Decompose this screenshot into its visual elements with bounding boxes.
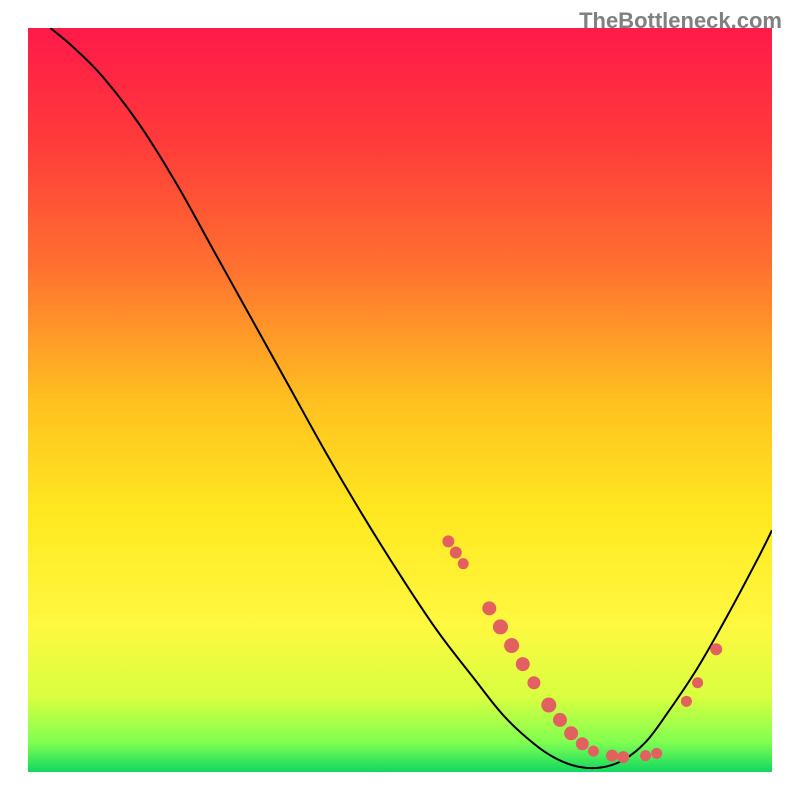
- data-marker: [493, 619, 508, 634]
- data-marker: [482, 601, 496, 615]
- data-marker: [640, 750, 651, 761]
- data-marker: [651, 748, 662, 759]
- data-marker: [710, 643, 722, 655]
- data-marker: [527, 676, 540, 689]
- data-marker: [450, 547, 462, 559]
- chart-container: TheBottleneck.com: [0, 0, 800, 800]
- data-marker: [576, 737, 589, 750]
- data-marker: [553, 713, 567, 727]
- chart-background: [28, 28, 772, 772]
- gradient-background: [28, 28, 772, 772]
- data-marker: [606, 750, 618, 762]
- data-marker: [458, 558, 469, 569]
- data-marker: [504, 638, 519, 653]
- data-marker: [692, 677, 703, 688]
- data-marker: [681, 696, 692, 707]
- data-marker: [617, 751, 629, 763]
- data-marker: [516, 657, 530, 671]
- data-marker: [541, 698, 556, 713]
- bottleneck-chart: [28, 28, 772, 772]
- data-marker: [588, 746, 599, 757]
- data-marker: [564, 726, 578, 740]
- data-marker: [442, 535, 454, 547]
- watermark-label: TheBottleneck.com: [579, 8, 782, 34]
